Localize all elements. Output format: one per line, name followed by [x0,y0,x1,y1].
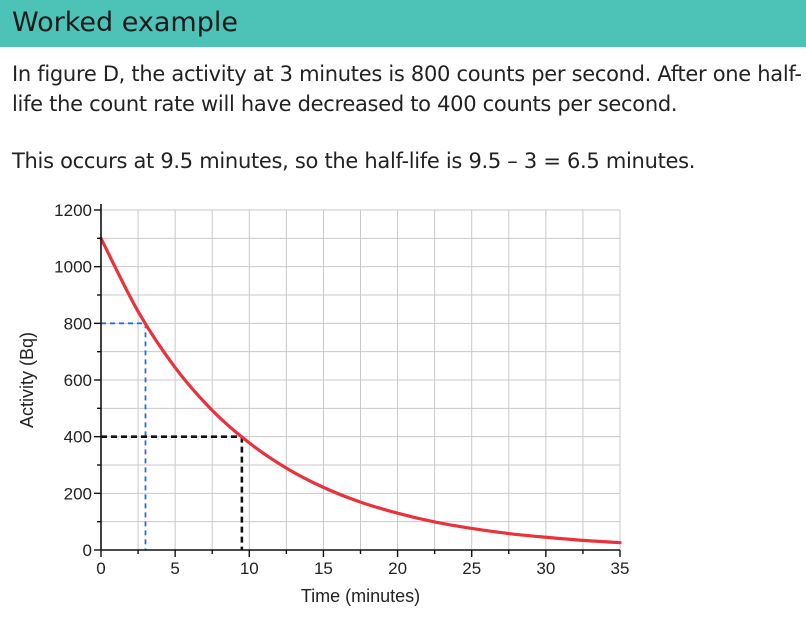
x-tick-label: 10 [240,559,259,578]
section-title: Worked example [12,7,238,38]
decay-curve [99,236,622,545]
explanation-paragraph: In figure D, the activity at 3 minutes i… [12,62,802,116]
y-tick-label: 1000 [54,258,92,277]
x-tick-label: 30 [536,559,555,578]
x-tick-label: 5 [170,559,179,578]
y-tick-label: 600 [64,371,92,390]
decay-chart: 0 200 400 600 800 1000 1200 0 5 10 15 20 25 30 35 Time … [17,201,630,606]
x-tick-label: 15 [314,559,333,578]
header-bar [0,0,806,47]
x-tick-label: 35 [611,559,630,578]
result-paragraph: This occurs at 9.5 minutes, so the half-… [12,149,696,173]
y-tick-label: 800 [64,314,92,333]
y-tick-label: 1200 [54,201,92,220]
x-tick-label: 0 [96,559,105,578]
y-axis-label: Activity (Bq) [17,332,37,428]
x-tick-label: 25 [462,559,481,578]
y-tick-label: 400 [64,428,92,447]
y-tick-label: 200 [64,484,92,503]
x-axis-label: Time (minutes) [301,586,420,606]
y-tick-label: 0 [83,541,92,560]
x-tick-label: 20 [388,559,407,578]
